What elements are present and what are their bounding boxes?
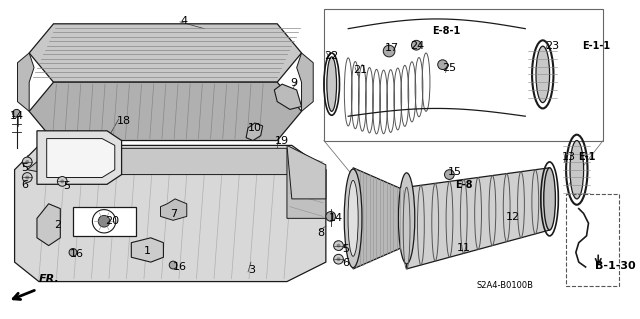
Polygon shape [287, 148, 326, 218]
Ellipse shape [544, 168, 556, 230]
Polygon shape [131, 238, 163, 262]
Text: 24: 24 [410, 41, 425, 51]
Text: FR.: FR. [39, 274, 60, 285]
Circle shape [337, 257, 340, 261]
Text: 6: 6 [342, 258, 349, 268]
Text: 16: 16 [70, 249, 84, 259]
Polygon shape [37, 131, 122, 184]
Polygon shape [275, 84, 301, 109]
Text: E-1: E-1 [578, 152, 595, 162]
Text: 13: 13 [562, 152, 576, 162]
Text: B-1-30: B-1-30 [595, 261, 636, 271]
Circle shape [69, 249, 77, 256]
Ellipse shape [344, 169, 362, 268]
Text: 5: 5 [342, 244, 349, 254]
Polygon shape [287, 145, 326, 199]
Circle shape [22, 157, 32, 167]
Text: 7: 7 [170, 209, 177, 219]
Text: S2A4-B0100B: S2A4-B0100B [477, 281, 534, 290]
Text: 18: 18 [116, 116, 131, 126]
Circle shape [99, 215, 110, 227]
Polygon shape [47, 138, 115, 177]
Text: 5: 5 [63, 182, 70, 191]
Text: 2: 2 [54, 220, 61, 230]
Circle shape [169, 261, 177, 269]
Circle shape [337, 244, 340, 248]
Text: 16: 16 [173, 262, 187, 272]
Circle shape [383, 45, 395, 57]
Text: 6: 6 [21, 181, 28, 190]
Text: 25: 25 [443, 63, 457, 73]
Polygon shape [406, 168, 550, 269]
Ellipse shape [536, 46, 550, 103]
Circle shape [58, 176, 67, 186]
Circle shape [13, 109, 20, 117]
Polygon shape [17, 53, 34, 111]
Text: 8: 8 [317, 228, 324, 238]
Circle shape [326, 211, 335, 221]
Polygon shape [353, 168, 406, 269]
Polygon shape [15, 145, 326, 282]
Polygon shape [246, 123, 262, 141]
Circle shape [333, 254, 344, 264]
Polygon shape [37, 204, 60, 246]
Circle shape [60, 180, 64, 183]
Polygon shape [73, 207, 136, 236]
Text: 4: 4 [180, 16, 187, 26]
Text: 17: 17 [385, 43, 399, 53]
Text: 21: 21 [353, 65, 367, 75]
Polygon shape [161, 199, 187, 220]
Text: 14: 14 [10, 111, 24, 121]
Circle shape [26, 175, 29, 180]
Text: 15: 15 [447, 167, 461, 177]
Polygon shape [29, 24, 301, 82]
Ellipse shape [399, 173, 415, 264]
Text: E-1-1: E-1-1 [582, 41, 610, 51]
Text: 10: 10 [248, 123, 262, 133]
Circle shape [445, 170, 454, 180]
Circle shape [412, 40, 421, 50]
Text: 23: 23 [545, 41, 559, 51]
Text: 9: 9 [290, 78, 297, 88]
Polygon shape [29, 82, 301, 141]
Text: 12: 12 [506, 211, 520, 221]
Text: E-8: E-8 [455, 181, 473, 190]
Ellipse shape [348, 181, 358, 256]
Ellipse shape [327, 57, 337, 111]
Text: 11: 11 [457, 243, 471, 253]
Circle shape [22, 173, 32, 182]
Text: 20: 20 [105, 216, 119, 226]
Text: 5: 5 [21, 163, 28, 173]
Text: E-8-1: E-8-1 [432, 26, 460, 36]
Circle shape [333, 241, 344, 250]
Polygon shape [28, 148, 316, 174]
Circle shape [26, 160, 29, 164]
Ellipse shape [570, 141, 584, 199]
Text: 3: 3 [248, 265, 255, 275]
Text: 14: 14 [329, 213, 343, 224]
Text: 22: 22 [324, 51, 338, 61]
Text: 1: 1 [144, 246, 151, 256]
Polygon shape [297, 53, 313, 111]
Text: 19: 19 [275, 136, 289, 146]
Circle shape [438, 60, 447, 70]
